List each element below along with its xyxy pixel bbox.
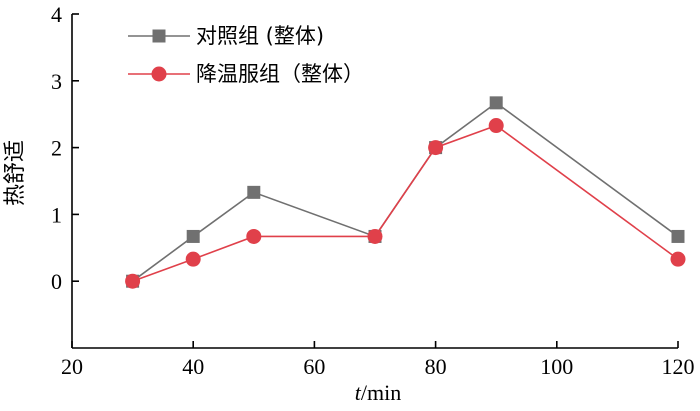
data-point <box>246 228 262 244</box>
legend-entry-2: 降温服组（整体） <box>128 62 364 86</box>
y-tick-label: 0 <box>51 269 62 294</box>
legend-marker <box>152 29 166 43</box>
series-2 <box>125 118 686 289</box>
data-point <box>185 251 201 267</box>
data-point <box>125 273 141 289</box>
legend-label: 对照组 (整体) <box>196 24 324 48</box>
legend-marker <box>151 66 167 82</box>
data-point <box>186 229 200 243</box>
y-tick-label: 4 <box>51 2 62 27</box>
y-ticks: 0 1 2 3 4 <box>51 2 79 294</box>
legend: 对照组 (整体) 降温服组（整体） <box>128 24 364 86</box>
x-tick-label: 80 <box>425 354 447 379</box>
data-point <box>488 118 504 134</box>
x-tick-label: 120 <box>662 354 695 379</box>
x-tick-label: 20 <box>61 354 83 379</box>
y-axis-title: 热舒适 <box>2 140 27 206</box>
legend-label: 降温服组（整体） <box>196 62 364 86</box>
data-point <box>247 185 261 199</box>
y-tick-label: 1 <box>51 202 62 227</box>
y-tick-label: 3 <box>51 69 62 94</box>
data-point <box>489 96 503 110</box>
x-tick-label: 40 <box>182 354 204 379</box>
series-line <box>132 124 679 282</box>
data-point <box>428 140 444 156</box>
axes <box>71 14 678 349</box>
x-tick-label: 60 <box>303 354 325 379</box>
x-tick-label: 100 <box>540 354 573 379</box>
data-point <box>367 228 383 244</box>
x-axis-title: t/min <box>355 380 401 405</box>
legend-entry-1: 对照组 (整体) <box>128 24 324 48</box>
x-ticks: 20 40 60 80 100 120 <box>61 341 695 379</box>
data-point <box>671 229 685 243</box>
data-point <box>670 251 686 267</box>
series-layer <box>125 96 686 289</box>
y-tick-label: 2 <box>51 136 62 161</box>
